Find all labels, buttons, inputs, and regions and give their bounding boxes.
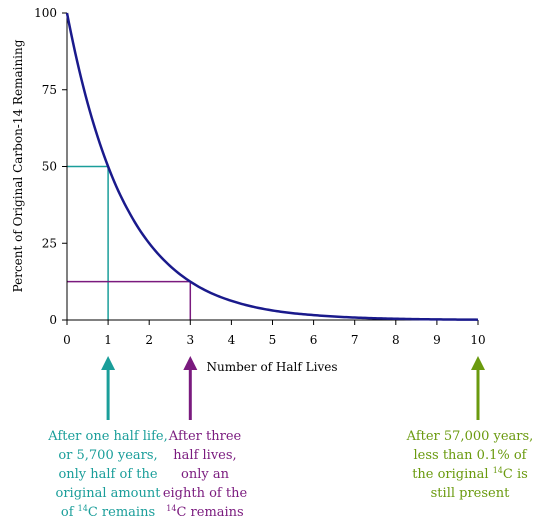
y-axis-title: Percent of Original Carbon-14 Remaining <box>11 39 25 292</box>
arrow-head <box>471 356 485 370</box>
x-tick-label: 2 <box>145 333 153 347</box>
annotation-text: C is <box>502 467 528 482</box>
x-tick-label: 7 <box>351 333 359 347</box>
x-tick-label: 8 <box>392 333 400 347</box>
annotation-line: eighth of the <box>162 486 248 501</box>
y-tick-label: 50 <box>42 160 57 174</box>
arrow-head <box>101 356 116 370</box>
annotation-line: half lives, <box>173 448 237 463</box>
annotation-line: original amount <box>55 486 161 501</box>
annotation-line: the original 14C is <box>395 465 545 484</box>
annotation-line: only half of the <box>58 467 158 482</box>
guide-lines <box>67 165 192 320</box>
annotation-text: of <box>60 505 78 520</box>
annotation-line: or 5,700 years, <box>58 448 158 463</box>
x-tick-label: 3 <box>186 333 194 347</box>
annotation-line: only an <box>181 467 229 482</box>
annotation-line: After three <box>168 429 242 444</box>
annotation-present: After 57,000 years, less than 0.1% of th… <box>395 427 545 503</box>
arrow-head <box>183 356 198 370</box>
arrows <box>101 356 485 420</box>
annotation-line: less than 0.1% of <box>413 448 527 463</box>
x-tick-label: 0 <box>63 333 71 347</box>
superscript-mass-number: 14 <box>492 466 503 475</box>
superscript-mass-number: 14 <box>166 504 177 513</box>
decay-curve-layer <box>65 12 479 321</box>
y-tick-label: 100 <box>34 6 57 20</box>
x-tick-label: 4 <box>228 333 236 347</box>
x-tick-label: 6 <box>310 333 318 347</box>
x-tick-label: 1 <box>104 333 112 347</box>
annotation-line: of 14C remains <box>28 503 188 522</box>
y-tick-label: 0 <box>49 313 57 327</box>
annotation-line: still present <box>430 486 510 501</box>
annotation-text: C remains <box>176 505 244 520</box>
decay-curve <box>65 12 479 321</box>
annotation-text: the original <box>412 467 493 482</box>
annotation-line: 14C remains <box>150 503 260 522</box>
annotation-one-half-life: After one half life, or 5,700 years, onl… <box>28 427 188 522</box>
y-tick-label: 75 <box>42 83 57 97</box>
y-tick-label: 25 <box>42 236 57 250</box>
superscript-mass-number: 14 <box>77 504 88 513</box>
x-axis-title: Number of Half Lives <box>207 360 338 374</box>
annotation-line: After 57,000 years, <box>406 429 534 444</box>
annotation-line: After one half life, <box>48 429 168 444</box>
annotation-three-half-lives: After three half lives, only an eighth o… <box>150 427 260 522</box>
x-tick-label: 9 <box>433 333 441 347</box>
annotation-text: C remains <box>87 505 156 520</box>
x-tick-label: 5 <box>269 333 277 347</box>
x-tick-label: 10 <box>470 333 485 347</box>
